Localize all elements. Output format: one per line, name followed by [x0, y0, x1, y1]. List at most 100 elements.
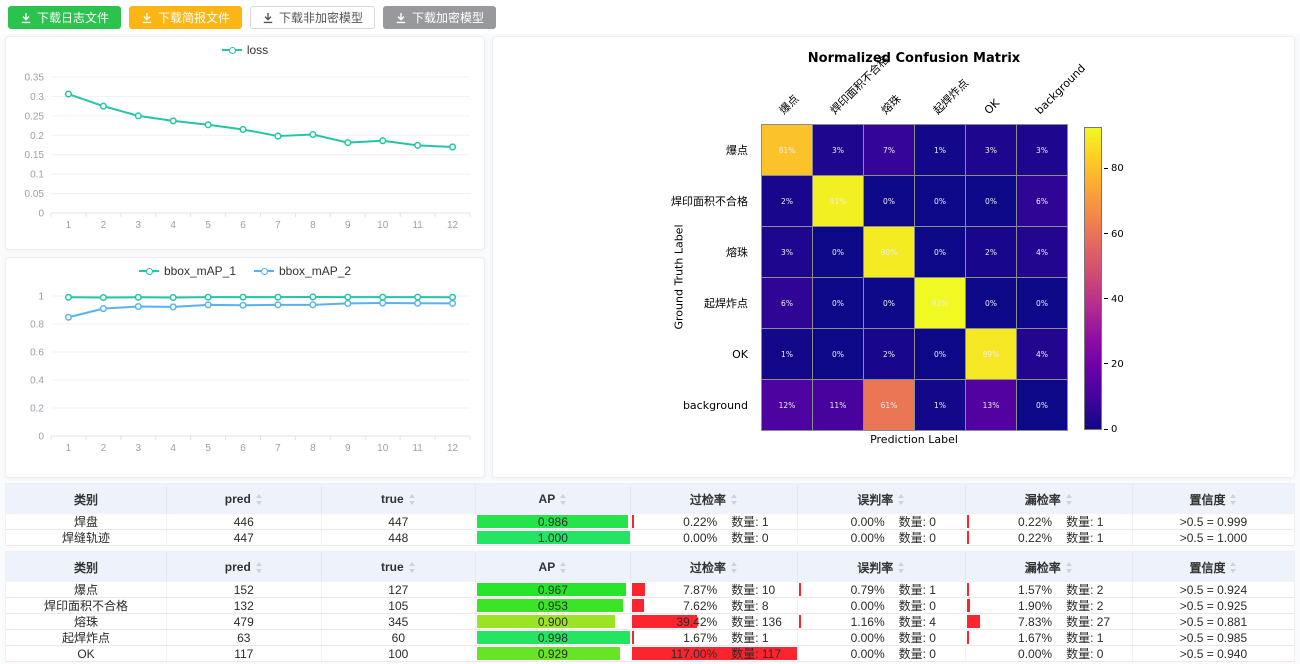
miss-count: 数量: 1	[1066, 631, 1104, 645]
sort-icon	[255, 561, 262, 573]
overkill-count: 数量: 8	[731, 599, 769, 613]
pred-cell-value: 63	[237, 630, 251, 645]
map-chart-legend: bbox_mAP_1 bbox_mAP_2	[6, 258, 484, 284]
true-cell: 448	[322, 530, 477, 545]
cm-cell-起焊炸点-爆点: 6%	[762, 278, 812, 328]
column-header-误判率[interactable]: 误判率	[798, 484, 966, 514]
ap-bar	[477, 531, 630, 544]
svg-text:12: 12	[447, 443, 459, 454]
svg-text:3: 3	[136, 443, 142, 454]
cm-cell-爆点-焊印面积不合格: 3%	[813, 125, 863, 175]
svg-text:0.3: 0.3	[30, 92, 44, 103]
ap-value: 0.967	[537, 582, 568, 597]
svg-text:11: 11	[412, 220, 423, 231]
column-header-过检率[interactable]: 过检率	[631, 484, 799, 514]
svg-text:10: 10	[377, 443, 389, 454]
column-header-pred[interactable]: pred	[167, 552, 322, 582]
svg-text:0.1: 0.1	[30, 170, 44, 181]
table-header-row: 类别 pred true AP 过检率 误判率 漏检率 置信度	[6, 484, 1294, 514]
column-header-label: true	[380, 560, 404, 574]
column-header-漏检率[interactable]: 漏检率	[966, 552, 1133, 582]
legend-item-loss[interactable]: loss	[221, 43, 269, 57]
ap-cell: 1.000	[476, 530, 631, 545]
legend-label: bbox_mAP_1	[163, 264, 236, 278]
legend-label: loss	[246, 43, 269, 57]
pred-cell-value: 447	[233, 530, 254, 545]
ap-cell: 0.998	[476, 630, 631, 645]
ap-value: 1.000	[537, 530, 568, 545]
cm-cell-爆点-background: 3%	[1017, 125, 1067, 175]
category-cell: 焊印面积不合格	[6, 598, 167, 613]
table-row: OK 117 100 0.929 117.00% 数量: 117 0.00% 数量: 0 0.0…	[6, 646, 1294, 662]
confidence-value: >0.5 = 0.924	[1179, 582, 1248, 597]
cm-cell-焊印面积不合格-熔珠: 0%	[864, 176, 914, 226]
column-header-label: 漏检率	[1024, 492, 1061, 507]
download-encrypted-model-button[interactable]: 下载加密模型	[383, 6, 497, 29]
ap-bar	[477, 515, 629, 528]
column-header-置信度[interactable]: 置信度	[1133, 484, 1294, 514]
column-header-true[interactable]: true	[322, 484, 477, 514]
overkill-cell: 7.62% 数量: 8	[631, 598, 799, 613]
misjudge-count: 数量: 0	[898, 631, 936, 645]
download-report-label: 下载简报文件	[158, 11, 231, 25]
true-cell-value: 448	[388, 530, 409, 545]
sort-icon	[1065, 493, 1072, 505]
confidence-value: >0.5 = 0.925	[1179, 598, 1248, 613]
column-header-true[interactable]: true	[322, 552, 477, 582]
column-header-AP[interactable]: AP	[476, 484, 631, 514]
miss-cell: 1.67% 数量: 1	[966, 630, 1133, 645]
miss-bar	[966, 531, 969, 544]
cm-cell-起焊炸点-OK: 0%	[966, 278, 1016, 328]
overkill-bar	[631, 583, 645, 596]
column-header-误判率[interactable]: 误判率	[798, 552, 966, 582]
svg-text:0.6: 0.6	[30, 348, 44, 359]
sort-icon	[1230, 493, 1237, 505]
cm-cell-background-background: 0%	[1017, 380, 1067, 430]
legend-marker	[138, 267, 159, 275]
overkill-percent: 117.00%	[670, 646, 718, 661]
cm-cell-焊印面积不合格-爆点: 2%	[762, 176, 812, 226]
cm-cell-background-爆点: 12%	[762, 380, 812, 430]
download-report-button[interactable]: 下载简报文件	[129, 6, 243, 29]
category-cell-value: 爆点	[73, 583, 98, 597]
cm-row-label: 爆点	[726, 143, 748, 157]
confidence-cell: >0.5 = 0.999	[1133, 514, 1294, 529]
download-log-button[interactable]: 下载日志文件	[8, 6, 122, 29]
legend-item-bbox_mAP_2[interactable]: bbox_mAP_2	[254, 264, 351, 278]
miss-percent: 1.57%	[1018, 582, 1053, 597]
cm-cell-爆点-OK: 3%	[966, 125, 1016, 175]
miss-count: 数量: 27	[1066, 615, 1111, 629]
column-header-label: 误判率	[857, 492, 894, 507]
overkill-cell: 39.42% 数量: 136	[631, 614, 799, 629]
cm-col-label: OK	[981, 96, 1003, 117]
pred-cell: 447	[167, 530, 322, 545]
overkill-bar	[631, 647, 798, 660]
colorbar-tick: 40	[1104, 294, 1144, 305]
cm-cell-起焊炸点-background: 0%	[1017, 278, 1067, 328]
legend-item-bbox_mAP_1[interactable]: bbox_mAP_1	[138, 264, 236, 278]
colorbar-tick: 60	[1104, 229, 1144, 240]
ap-value: 0.986	[537, 514, 568, 529]
column-header-pred[interactable]: pred	[167, 484, 322, 514]
column-header-置信度[interactable]: 置信度	[1133, 552, 1294, 582]
cm-cell-爆点-熔珠: 7%	[864, 125, 914, 175]
cm-cell-OK-background: 4%	[1017, 329, 1067, 379]
overkill-cell: 1.67% 数量: 1	[631, 630, 799, 645]
column-header-漏检率[interactable]: 漏检率	[966, 484, 1133, 514]
download-plain-model-button[interactable]: 下载非加密模型	[250, 6, 376, 29]
ap-cell: 0.929	[476, 646, 631, 661]
misjudge-percent: 0.00%	[850, 630, 885, 645]
miss-cell: 1.90% 数量: 2	[966, 598, 1133, 613]
loss-chart-card: loss 0 0.05 0.1 0.15 0.2 0.25 0.3 0.35 1 2 3 4 5 6 7 8 9…	[5, 36, 485, 250]
column-header-AP[interactable]: AP	[476, 552, 631, 582]
column-header-过检率[interactable]: 过检率	[631, 552, 799, 582]
table-row: 焊印面积不合格 132 105 0.953 7.62% 数量: 8 0.00% 数量: 0 1.…	[6, 598, 1294, 614]
confidence-cell: >0.5 = 0.925	[1133, 598, 1294, 613]
svg-text:0.2: 0.2	[30, 404, 44, 415]
true-cell-value: 105	[388, 598, 409, 613]
sort-icon	[730, 561, 737, 573]
misjudge-cell: 0.00% 数量: 0	[798, 646, 966, 661]
miss-count: 数量: 2	[1066, 599, 1104, 613]
category-cell: 焊盘	[6, 514, 167, 529]
cm-col-label: background	[1032, 61, 1089, 117]
